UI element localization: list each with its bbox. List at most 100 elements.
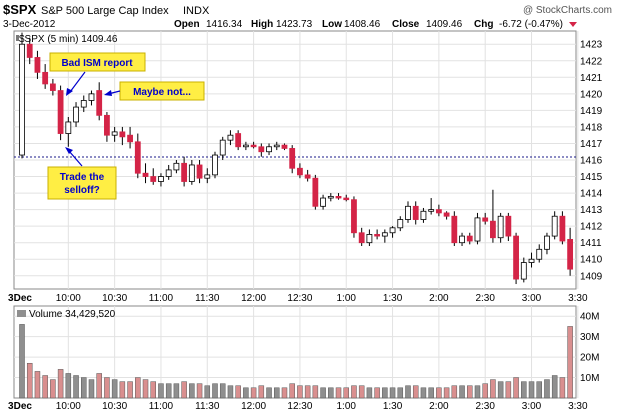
candle-body — [134, 141, 141, 174]
candle — [119, 126, 126, 146]
annotation-bad-ism: Bad ISM report — [49, 52, 146, 96]
volume-bar — [374, 387, 380, 399]
header-name: S&P 500 Large Cap Index — [41, 5, 169, 17]
price-legend-icon — [16, 35, 19, 41]
time-axis-bottom: 3Dec 10:00 10:30 11:00 11:30 12:00 12:30 1:00 1:… — [8, 401, 588, 412]
volume-bar — [443, 387, 450, 399]
candle-body — [88, 93, 95, 101]
candle-body — [567, 238, 574, 270]
candle — [219, 136, 226, 160]
price-tick-label: 1416 — [580, 156, 603, 167]
volume-bar — [474, 385, 481, 399]
candle-body — [335, 195, 342, 199]
volume-bar — [142, 379, 149, 399]
volume-bar — [358, 385, 365, 399]
time-tick-label: 3:00 — [522, 293, 542, 304]
time-tick-label: 11:00 — [149, 401, 174, 412]
candle — [57, 85, 64, 141]
candle — [389, 226, 396, 238]
candle-body — [212, 154, 218, 176]
candle — [142, 163, 149, 184]
candle-body — [405, 205, 411, 220]
volume-bar — [42, 375, 48, 399]
candle — [281, 143, 288, 151]
candle — [397, 216, 404, 232]
candle — [134, 133, 141, 179]
time-tick-label: 11:30 — [195, 401, 220, 412]
volume-tick-label: 20M — [580, 353, 599, 364]
volume-bar — [382, 387, 388, 399]
candle-body — [181, 162, 188, 182]
candle-body — [297, 167, 303, 176]
volume-bar — [436, 387, 442, 399]
volume-bar — [335, 387, 342, 399]
candle — [158, 173, 164, 187]
volume-bar — [235, 385, 241, 399]
candle — [227, 130, 234, 146]
candle — [497, 212, 504, 243]
candle — [49, 78, 56, 96]
price-tick-label: 1420 — [580, 89, 603, 100]
volume-bar — [50, 379, 56, 399]
volume-bar — [119, 381, 126, 399]
candle-body — [304, 174, 311, 179]
header-exchange: INDX — [183, 5, 210, 17]
volume-bar — [135, 377, 141, 399]
price-tick-label: 1415 — [580, 172, 603, 183]
volume-bar — [328, 387, 334, 399]
candle — [188, 160, 195, 185]
candle — [351, 196, 357, 238]
candle-body — [451, 215, 458, 244]
candle-body — [343, 197, 350, 201]
candle-body — [559, 215, 566, 242]
time-tick-label: 1:30 — [383, 293, 403, 304]
candle-body — [482, 217, 489, 222]
time-tick-label: 11:00 — [149, 293, 174, 304]
header-symbol: $SPX — [3, 2, 37, 17]
time-tick-label: 3Dec — [8, 401, 32, 412]
time-tick-label: 2:00 — [429, 401, 449, 412]
volume-bar — [88, 379, 95, 399]
candle — [266, 143, 272, 156]
candle-body — [281, 144, 288, 149]
time-tick-label: 12:00 — [241, 293, 266, 304]
candle — [96, 82, 103, 121]
candle-body — [65, 121, 72, 134]
price-tick-label: 1414 — [580, 189, 603, 200]
volume-bar — [26, 362, 33, 399]
candle — [420, 207, 427, 223]
candle — [536, 244, 543, 263]
candle-body — [505, 215, 512, 237]
candle — [466, 232, 473, 245]
candle-body — [520, 262, 527, 280]
candle — [366, 229, 373, 246]
candle-body — [397, 219, 404, 229]
volume-bar — [389, 387, 396, 399]
time-tick-label: 12:30 — [287, 401, 312, 412]
volume-bar — [250, 387, 257, 399]
candle-body — [258, 146, 265, 153]
candle-body — [19, 43, 25, 156]
volume-bar — [274, 387, 280, 399]
volume-bar — [428, 387, 434, 399]
volume-tick-label: 40M — [580, 312, 599, 323]
candle — [513, 232, 519, 285]
candle-body — [173, 162, 180, 171]
candle-body — [204, 174, 211, 179]
candle — [320, 194, 326, 210]
candle — [196, 160, 203, 184]
candle-body — [551, 215, 558, 237]
price-tick-label: 1417 — [580, 139, 603, 150]
volume-bar — [165, 383, 172, 399]
candle-body — [312, 177, 319, 207]
candle-body — [428, 209, 435, 212]
header-high-label: High — [251, 19, 273, 30]
volume-bar — [505, 381, 512, 399]
candle — [165, 164, 172, 180]
volume-legend-icon — [17, 310, 26, 317]
candle-body — [119, 131, 126, 138]
candle — [528, 252, 535, 268]
price-legend: $SPX (5 min) 1409.46 — [19, 34, 118, 45]
volume-bar — [521, 381, 527, 399]
candle-body — [435, 209, 442, 214]
